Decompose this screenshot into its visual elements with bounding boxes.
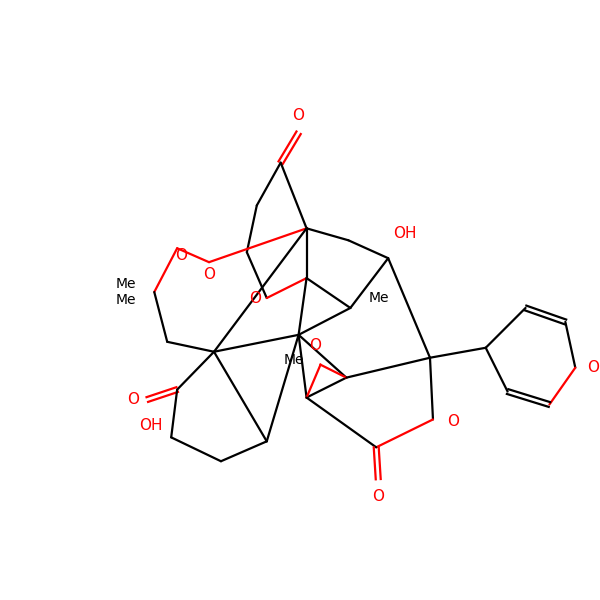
Text: OH: OH (393, 226, 416, 241)
Text: O: O (249, 290, 261, 305)
Text: O: O (293, 108, 305, 123)
Text: O: O (310, 338, 322, 353)
Text: O: O (175, 248, 187, 263)
Text: OH: OH (140, 418, 163, 433)
Text: Me: Me (368, 291, 389, 305)
Text: O: O (447, 414, 459, 429)
Text: O: O (203, 267, 215, 282)
Text: O: O (372, 489, 384, 504)
Text: O: O (127, 392, 139, 407)
Text: Me: Me (116, 293, 136, 307)
Text: O: O (587, 360, 599, 375)
Text: Me: Me (116, 277, 136, 291)
Text: Me: Me (283, 353, 304, 367)
